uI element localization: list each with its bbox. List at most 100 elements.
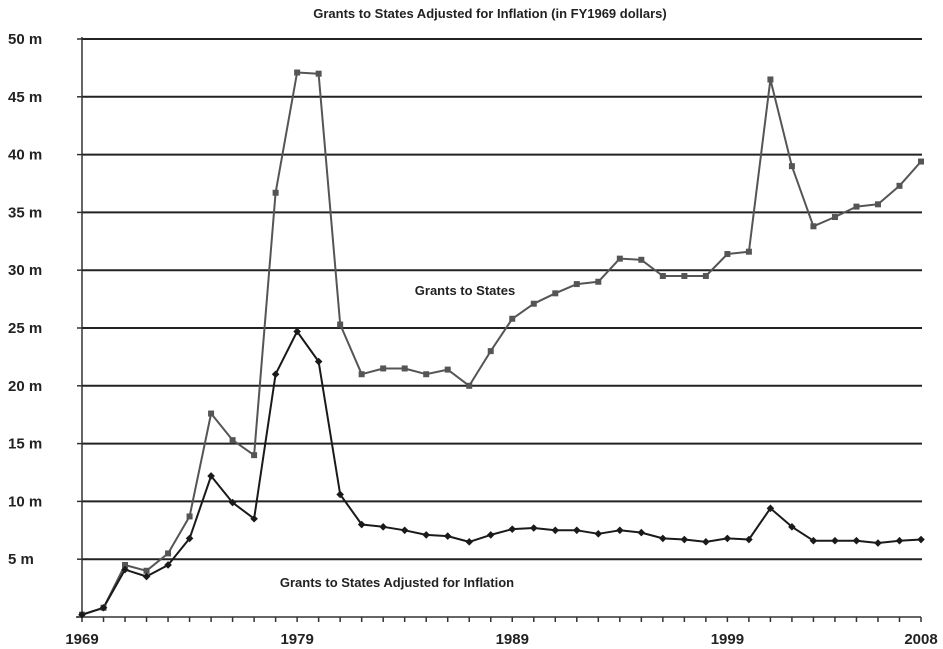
data-point <box>637 528 646 537</box>
y-tick-label: 35 m <box>8 204 42 221</box>
data-point <box>831 214 838 221</box>
data-point <box>99 603 108 612</box>
data-point <box>314 357 323 366</box>
data-point <box>529 524 538 532</box>
data-point <box>185 534 194 543</box>
data-point <box>766 504 775 513</box>
data-point <box>229 437 236 444</box>
y-tick-label: 40 m <box>8 147 42 164</box>
data-point <box>122 561 129 568</box>
data-point <box>294 69 301 76</box>
data-point <box>852 536 861 545</box>
data-point <box>422 531 431 539</box>
data-point <box>293 327 301 336</box>
data-point <box>616 255 623 262</box>
data-point <box>271 370 280 379</box>
data-point <box>874 201 881 208</box>
x-tick-label: 1989 <box>496 631 529 648</box>
series-line-1 <box>81 330 922 616</box>
data-point <box>551 526 560 535</box>
data-point <box>121 565 129 574</box>
data-point <box>572 526 581 535</box>
data-point <box>315 70 322 77</box>
x-tick-label: 1999 <box>711 631 744 648</box>
data-point <box>745 535 753 544</box>
data-point <box>616 526 624 535</box>
data-point <box>831 536 839 545</box>
data-point <box>895 536 904 545</box>
data-point <box>680 535 689 544</box>
data-point <box>208 410 215 417</box>
data-point <box>896 182 903 189</box>
data-point <box>788 523 796 531</box>
data-point <box>207 472 215 480</box>
x-tick-label: 2008 <box>904 631 937 648</box>
x-tick-label: 1969 <box>65 631 98 648</box>
series-label-adjusted-for-inflation: Grants to States Adjusted for Inflation <box>280 575 514 590</box>
data-point <box>423 371 430 378</box>
data-point <box>164 561 172 569</box>
data-point <box>509 315 516 322</box>
data-point <box>594 529 603 538</box>
y-tick-label: 30 m <box>8 262 42 279</box>
data-point <box>745 248 752 255</box>
data-point <box>723 534 732 543</box>
data-point <box>358 371 365 378</box>
series-lines <box>81 71 922 616</box>
data-point <box>702 538 710 546</box>
data-point <box>336 490 344 499</box>
data-point <box>379 523 387 531</box>
data-point <box>681 272 688 279</box>
data-point <box>508 525 517 533</box>
data-point <box>486 531 495 539</box>
data-point <box>767 76 774 83</box>
data-point <box>809 536 818 545</box>
data-point <box>78 610 86 619</box>
data-point <box>810 223 817 230</box>
data-point <box>228 498 237 507</box>
y-tick-label: 5 m <box>8 551 34 568</box>
data-point <box>142 572 151 581</box>
y-tick-label: 10 m <box>8 493 42 510</box>
data-point <box>143 567 150 574</box>
data-point <box>638 256 645 263</box>
data-point <box>250 514 258 523</box>
data-point <box>659 534 667 543</box>
data-point <box>380 365 387 372</box>
data-point <box>917 535 925 544</box>
data-point <box>165 550 172 557</box>
data-point <box>573 281 580 288</box>
data-point <box>853 203 860 210</box>
data-point <box>401 365 408 372</box>
y-tick-label: 20 m <box>8 378 42 395</box>
data-point <box>444 366 451 373</box>
data-point <box>552 290 559 297</box>
series-label-grants-to-states: Grants to States <box>415 283 515 298</box>
chart-title: Grants to States Adjusted for Inflation … <box>313 6 666 21</box>
data-point <box>466 382 473 389</box>
data-point <box>659 272 666 279</box>
data-point <box>918 158 924 165</box>
data-point <box>724 251 731 258</box>
y-tick-label: 45 m <box>8 89 42 106</box>
data-point <box>874 539 882 547</box>
data-point <box>530 300 537 307</box>
y-tick-label: 15 m <box>8 436 42 453</box>
data-point <box>465 538 474 546</box>
data-point <box>487 348 494 355</box>
data-point <box>337 321 344 328</box>
y-tick-label: 25 m <box>8 320 42 337</box>
data-point <box>595 278 602 285</box>
data-point <box>400 526 409 535</box>
data-point <box>251 452 258 459</box>
series-markers <box>78 69 925 619</box>
data-point <box>186 513 193 520</box>
data-point <box>443 532 452 540</box>
x-tick-label: 1979 <box>280 631 313 648</box>
data-point <box>702 272 709 279</box>
axes: 5 m 10 m 15 m 20 m 25 m 30 m 35 m 40 m 45 m 50 m 1… <box>8 31 938 648</box>
gridlines <box>82 38 922 561</box>
data-point <box>357 520 366 529</box>
data-point <box>272 189 279 196</box>
